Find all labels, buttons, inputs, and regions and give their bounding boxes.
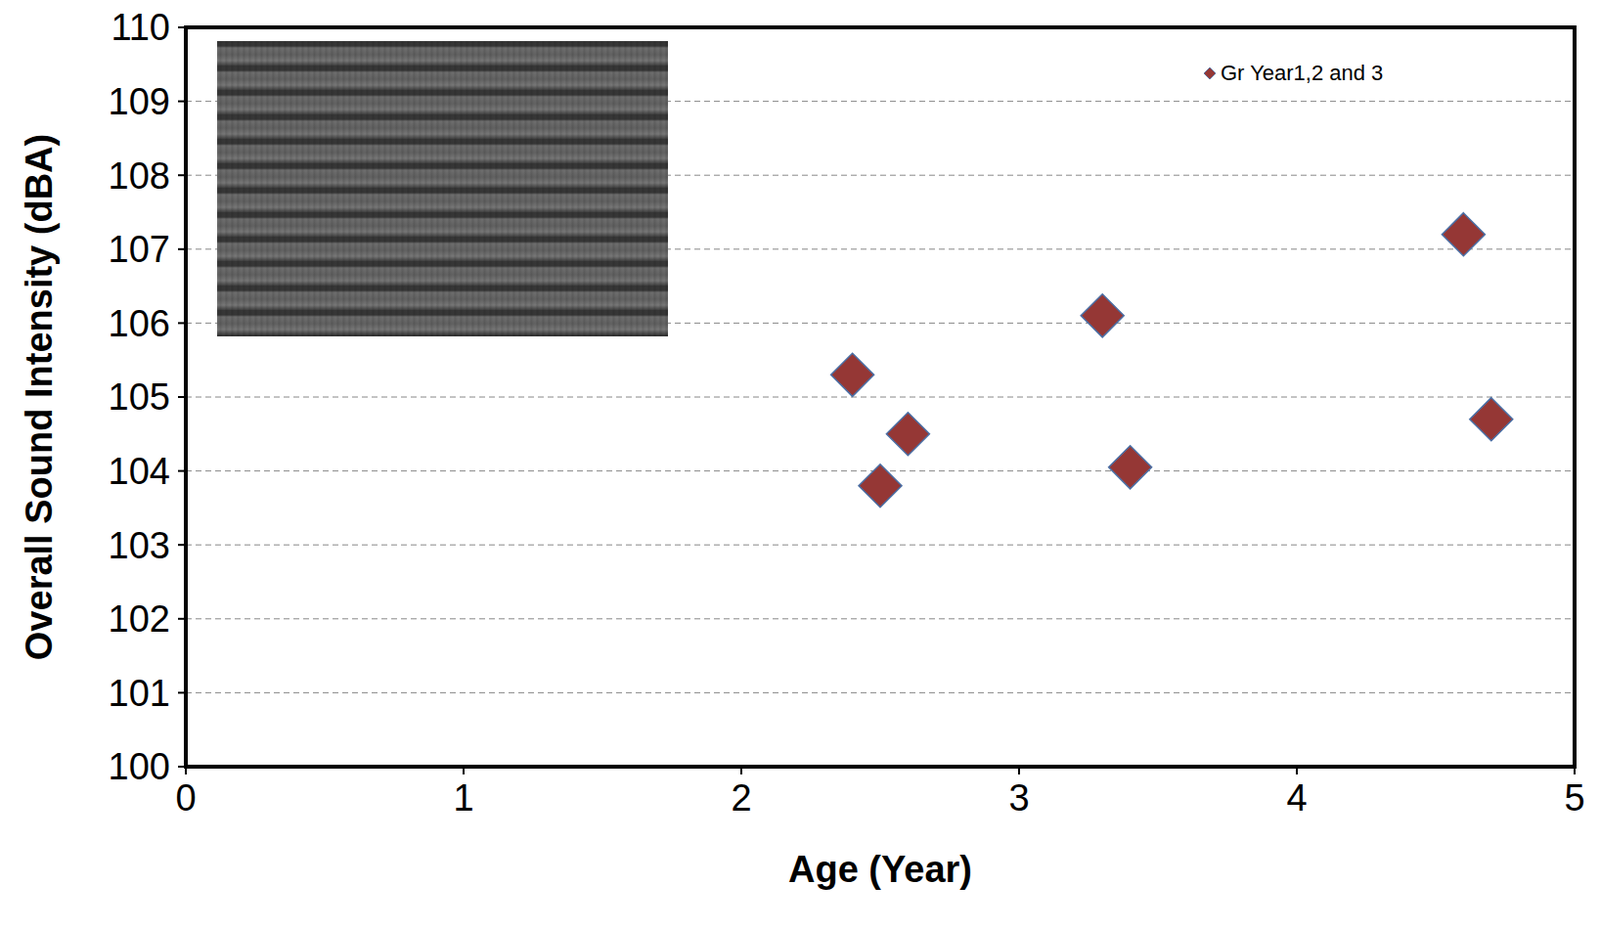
svg-text:107: 107 bbox=[108, 228, 171, 270]
svg-text:2: 2 bbox=[730, 777, 752, 819]
svg-text:3: 3 bbox=[1008, 777, 1029, 819]
svg-text:Overall Sound Intensity (dBA): Overall Sound Intensity (dBA) bbox=[18, 133, 60, 661]
svg-text:105: 105 bbox=[108, 376, 171, 418]
svg-text:110: 110 bbox=[110, 6, 171, 48]
svg-text:4: 4 bbox=[1286, 777, 1307, 819]
svg-text:1: 1 bbox=[452, 777, 474, 819]
svg-text:5: 5 bbox=[1563, 777, 1585, 819]
svg-text:108: 108 bbox=[108, 155, 171, 197]
svg-text:104: 104 bbox=[108, 450, 171, 492]
svg-text:106: 106 bbox=[108, 303, 171, 345]
svg-text:101: 101 bbox=[108, 672, 171, 714]
svg-text:0: 0 bbox=[175, 777, 196, 819]
svg-text:109: 109 bbox=[108, 81, 171, 123]
html-text:Gr Year1,2 and 3: Gr Year1,2 and 3 bbox=[1220, 60, 1384, 86]
svg-text:103: 103 bbox=[108, 525, 171, 567]
svg-text:100: 100 bbox=[108, 746, 171, 788]
svg-text:102: 102 bbox=[108, 598, 171, 640]
svg-text:Age (Year): Age (Year) bbox=[788, 848, 973, 890]
